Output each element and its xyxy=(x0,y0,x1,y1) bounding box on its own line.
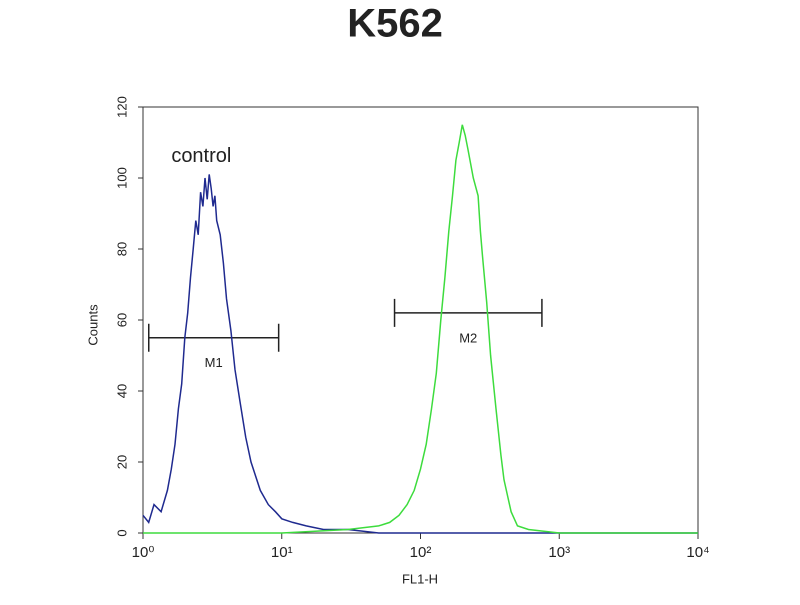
y-axis-label: Counts xyxy=(85,304,100,346)
y-tick-label: 40 xyxy=(114,384,129,398)
gate-label: M2 xyxy=(459,330,477,345)
x-axis-label: FL1-H xyxy=(402,571,438,586)
y-tick-label: 0 xyxy=(114,529,129,536)
annotation: control xyxy=(171,145,231,167)
y-tick-label: 100 xyxy=(114,167,129,189)
x-tick-label: 10² xyxy=(410,544,432,561)
x-tick-label: 10⁴ xyxy=(686,544,709,561)
x-tick-label: 10¹ xyxy=(271,544,293,561)
y-tick-label: 60 xyxy=(114,313,129,327)
y-tick-label: 80 xyxy=(114,242,129,256)
x-tick-label: 10³ xyxy=(548,544,570,561)
histogram-line xyxy=(143,124,698,534)
y-tick-label: 120 xyxy=(114,96,129,118)
x-tick-label: 10⁰ xyxy=(132,544,155,561)
chart-title: K562 xyxy=(347,2,443,46)
histogram-line xyxy=(142,174,698,534)
y-tick-label: 20 xyxy=(114,455,129,469)
gate-label: M1 xyxy=(205,355,223,370)
